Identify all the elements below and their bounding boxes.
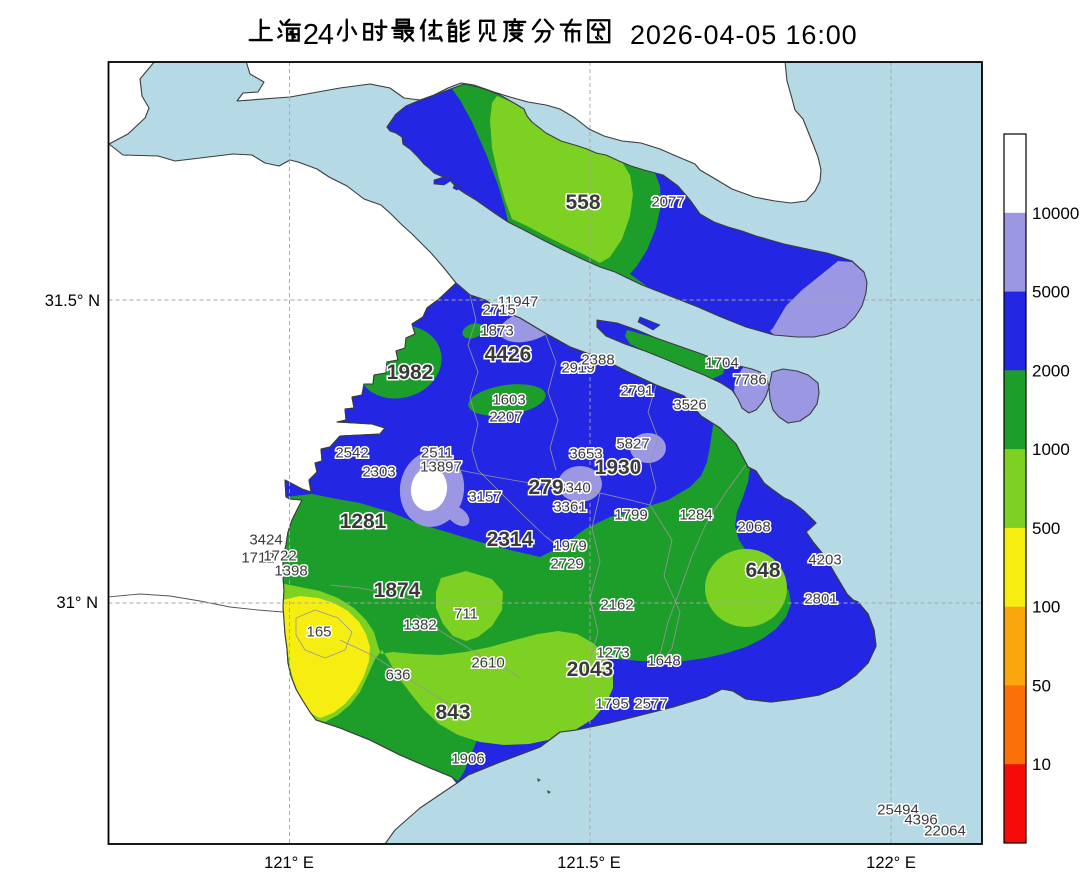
svg-text:1284: 1284 <box>679 507 712 524</box>
svg-text:1795: 1795 <box>595 696 628 713</box>
svg-text:4: 4 <box>318 19 334 51</box>
svg-text:2715: 2715 <box>482 302 515 319</box>
svg-text:558: 558 <box>565 191 600 214</box>
svg-text:1382: 1382 <box>403 617 436 634</box>
svg-text:1979: 1979 <box>553 538 586 555</box>
svg-text:22064: 22064 <box>924 823 966 840</box>
svg-text:1873: 1873 <box>480 323 513 340</box>
svg-text:2: 2 <box>303 19 319 51</box>
svg-text:1799: 1799 <box>614 507 647 524</box>
svg-text:843: 843 <box>435 701 470 724</box>
svg-text:5000: 5000 <box>1032 283 1070 302</box>
svg-text:2043: 2043 <box>567 658 614 681</box>
svg-text:50: 50 <box>1032 676 1051 695</box>
svg-text:2801: 2801 <box>804 591 837 608</box>
svg-text:121° E: 121° E <box>264 854 314 872</box>
svg-text:121.5° E: 121.5° E <box>557 854 620 872</box>
svg-text:2303: 2303 <box>362 464 395 481</box>
svg-text:4426: 4426 <box>485 343 532 366</box>
svg-text:2388: 2388 <box>581 352 614 369</box>
svg-text:8340: 8340 <box>557 480 590 497</box>
svg-text:1000: 1000 <box>1032 440 1070 459</box>
svg-text:1273: 1273 <box>596 645 629 662</box>
svg-text:2511: 2511 <box>421 445 453 462</box>
svg-text:1712: 1712 <box>241 550 274 567</box>
svg-text:2026-04-05 16:00: 2026-04-05 16:00 <box>630 20 858 50</box>
svg-text:4203: 4203 <box>808 552 841 569</box>
svg-text:1281: 1281 <box>340 510 387 533</box>
svg-text:279: 279 <box>528 476 563 499</box>
svg-text:2542: 2542 <box>335 445 368 462</box>
svg-text:1722: 1722 <box>263 548 296 565</box>
svg-text:1704: 1704 <box>705 355 738 372</box>
svg-text:2068: 2068 <box>737 519 770 536</box>
svg-text:1930: 1930 <box>595 456 642 479</box>
svg-text:1648: 1648 <box>647 653 680 670</box>
svg-text:2000: 2000 <box>1032 361 1070 380</box>
svg-text:1906: 1906 <box>451 751 484 768</box>
svg-text:31.5° N: 31.5° N <box>45 292 100 310</box>
svg-text:1982: 1982 <box>387 361 434 384</box>
svg-text:2919: 2919 <box>561 360 594 377</box>
svg-text:31° N: 31° N <box>57 594 98 612</box>
svg-text:100: 100 <box>1032 598 1060 617</box>
svg-text:1874: 1874 <box>374 579 421 602</box>
svg-text:3424: 3424 <box>249 532 282 549</box>
svg-text:3157: 3157 <box>468 489 501 506</box>
svg-text:2729: 2729 <box>550 556 583 573</box>
svg-text:3653: 3653 <box>569 446 602 463</box>
svg-text:10: 10 <box>1032 755 1051 774</box>
svg-text:500: 500 <box>1032 519 1060 538</box>
svg-text:2791: 2791 <box>620 383 653 400</box>
svg-text:165: 165 <box>306 624 331 641</box>
svg-text:711: 711 <box>454 606 478 623</box>
svg-text:7786: 7786 <box>733 372 766 389</box>
svg-text:2610: 2610 <box>471 655 504 672</box>
svg-text:648: 648 <box>745 559 780 582</box>
svg-text:3526: 3526 <box>673 397 706 414</box>
svg-text:1398: 1398 <box>274 563 307 580</box>
svg-text:3361: 3361 <box>553 499 586 516</box>
svg-text:2577: 2577 <box>634 696 667 713</box>
svg-text:2162: 2162 <box>600 597 633 614</box>
svg-text:2207: 2207 <box>489 409 522 426</box>
svg-text:5827: 5827 <box>616 436 649 453</box>
svg-text:2314: 2314 <box>487 528 534 551</box>
svg-text:11947: 11947 <box>498 294 539 311</box>
svg-text:25494: 25494 <box>877 802 919 819</box>
svg-text:4396: 4396 <box>904 812 937 829</box>
svg-text:122° E: 122° E <box>866 854 916 872</box>
svg-text:2077: 2077 <box>651 194 684 211</box>
svg-text:1603: 1603 <box>492 392 525 409</box>
svg-text:636: 636 <box>385 667 410 684</box>
svg-text:10000: 10000 <box>1032 204 1079 223</box>
svg-text:13897: 13897 <box>420 459 462 476</box>
